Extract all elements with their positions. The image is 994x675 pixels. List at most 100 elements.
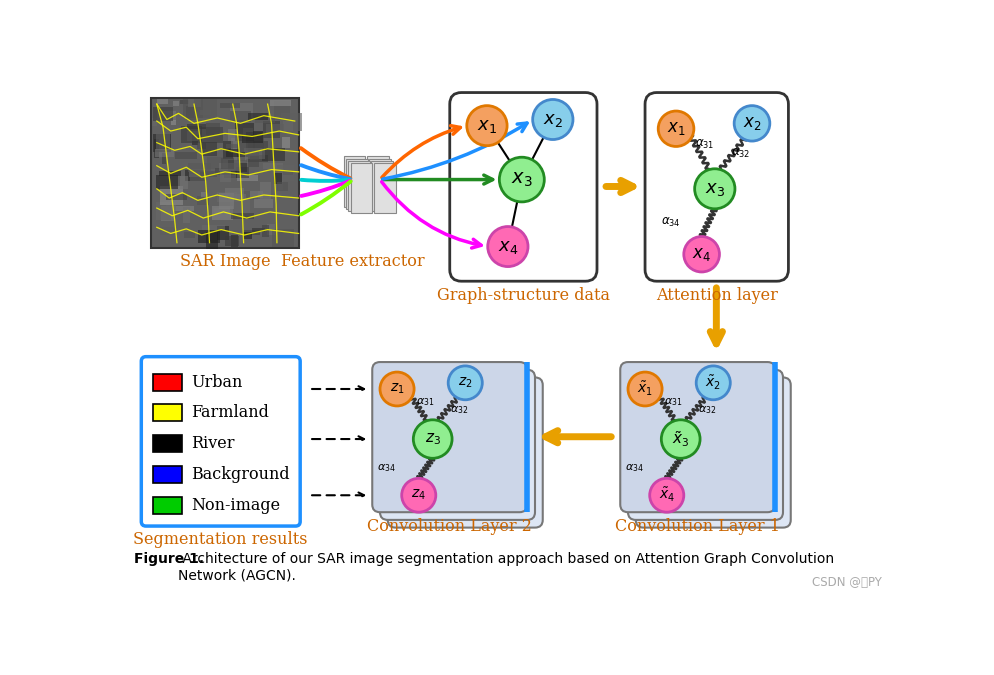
FancyBboxPatch shape xyxy=(449,92,597,281)
Bar xyxy=(200,110,212,115)
Bar xyxy=(166,205,176,211)
Bar xyxy=(265,124,284,133)
Bar xyxy=(155,149,174,157)
Bar xyxy=(166,194,187,200)
Text: $x_2$: $x_2$ xyxy=(743,115,761,132)
Bar xyxy=(243,128,252,143)
Text: $\alpha_{31}$: $\alpha_{31}$ xyxy=(696,138,715,151)
Text: $z_1$: $z_1$ xyxy=(390,382,405,396)
Bar xyxy=(236,167,248,178)
Bar xyxy=(282,137,289,148)
Text: $x_2$: $x_2$ xyxy=(543,111,563,128)
Text: Farmland: Farmland xyxy=(191,404,268,421)
Text: $x_3$: $x_3$ xyxy=(705,180,725,198)
Bar xyxy=(181,126,203,142)
Bar xyxy=(234,194,246,200)
Bar xyxy=(280,113,302,130)
Bar xyxy=(151,98,298,248)
Text: $\alpha_{32}$: $\alpha_{32}$ xyxy=(731,146,750,160)
Bar xyxy=(197,143,207,149)
Bar xyxy=(237,151,246,161)
Bar xyxy=(266,224,274,235)
Bar xyxy=(173,101,179,107)
Text: Segmentation results: Segmentation results xyxy=(133,531,308,548)
Bar xyxy=(206,232,218,249)
Text: Urban: Urban xyxy=(191,373,243,391)
Bar xyxy=(159,171,181,176)
Bar xyxy=(153,107,173,121)
FancyBboxPatch shape xyxy=(367,157,389,207)
Bar xyxy=(226,188,245,198)
Bar xyxy=(218,192,237,202)
Bar xyxy=(153,134,171,153)
FancyBboxPatch shape xyxy=(346,159,368,209)
Text: SAR Image: SAR Image xyxy=(180,253,270,271)
Bar xyxy=(273,173,282,184)
Bar xyxy=(219,163,240,171)
Bar xyxy=(230,111,251,122)
Bar xyxy=(241,191,257,200)
Bar xyxy=(183,99,203,117)
Bar xyxy=(231,235,238,246)
Bar xyxy=(246,132,263,151)
Text: $z_2$: $z_2$ xyxy=(458,376,472,390)
Bar xyxy=(153,373,182,391)
Bar xyxy=(207,157,224,169)
Bar xyxy=(157,111,176,121)
FancyBboxPatch shape xyxy=(374,163,396,213)
Bar xyxy=(277,182,288,192)
Text: Graph-structure data: Graph-structure data xyxy=(437,287,610,304)
Text: $z_3$: $z_3$ xyxy=(424,431,440,447)
Bar xyxy=(251,228,264,232)
Circle shape xyxy=(658,111,694,146)
Bar xyxy=(229,130,237,141)
Bar xyxy=(254,199,273,208)
FancyBboxPatch shape xyxy=(372,161,394,211)
Bar xyxy=(185,170,206,181)
Bar xyxy=(188,99,201,107)
Bar xyxy=(203,225,226,230)
Bar xyxy=(174,207,194,211)
Bar xyxy=(278,171,282,190)
Bar xyxy=(232,213,253,219)
Bar xyxy=(248,113,268,120)
Text: $\tilde{x}_4$: $\tilde{x}_4$ xyxy=(659,486,675,504)
Bar xyxy=(183,207,190,223)
Bar xyxy=(171,120,176,125)
Bar xyxy=(277,165,293,181)
Bar xyxy=(259,182,271,199)
Bar xyxy=(272,229,293,248)
Bar xyxy=(187,124,206,129)
Text: Figure 1.: Figure 1. xyxy=(133,552,204,566)
Text: $\alpha_{32}$: $\alpha_{32}$ xyxy=(449,404,468,416)
Bar xyxy=(274,101,289,120)
Bar xyxy=(160,227,177,235)
Bar xyxy=(221,103,240,108)
Bar xyxy=(202,142,217,157)
FancyBboxPatch shape xyxy=(369,159,391,209)
FancyBboxPatch shape xyxy=(636,377,791,528)
Bar xyxy=(156,132,170,151)
Bar xyxy=(234,157,248,163)
Text: River: River xyxy=(191,435,235,452)
Circle shape xyxy=(499,157,545,202)
Text: $\tilde{x}_1$: $\tilde{x}_1$ xyxy=(637,380,653,398)
Bar xyxy=(201,171,218,177)
Circle shape xyxy=(696,366,731,400)
Bar xyxy=(161,206,174,221)
Circle shape xyxy=(695,169,735,209)
Bar xyxy=(237,176,257,182)
FancyBboxPatch shape xyxy=(348,161,370,211)
Bar xyxy=(156,175,178,189)
Bar xyxy=(244,148,264,159)
Bar xyxy=(189,163,211,172)
Text: Convolution Layer 2: Convolution Layer 2 xyxy=(368,518,532,535)
Bar xyxy=(201,192,207,197)
Bar xyxy=(153,435,182,452)
Text: $\alpha_{34}$: $\alpha_{34}$ xyxy=(661,216,680,229)
Text: Architecture of our SAR image segmentation approach based on Attention Graph Con: Architecture of our SAR image segmentati… xyxy=(178,552,834,583)
Bar xyxy=(227,144,246,148)
Text: CSDN @点PY: CSDN @点PY xyxy=(812,576,883,589)
Text: $\alpha_{34}$: $\alpha_{34}$ xyxy=(377,462,396,475)
Bar xyxy=(244,232,252,239)
